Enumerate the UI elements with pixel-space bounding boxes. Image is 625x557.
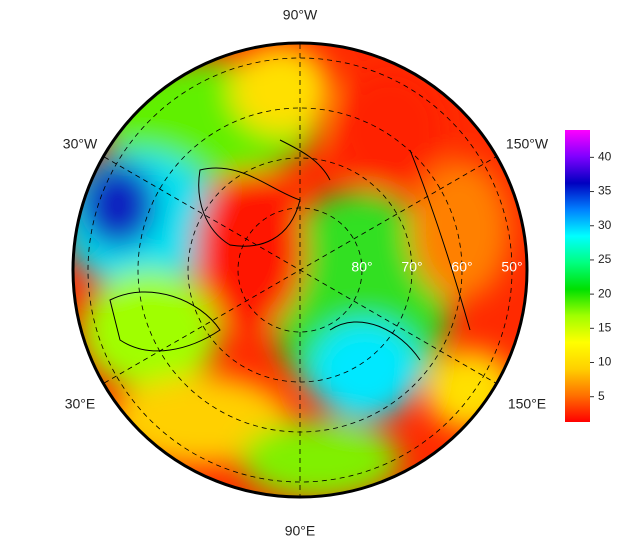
longitude-label: 90°W xyxy=(283,7,318,23)
latitude-label: 80° xyxy=(351,259,372,275)
colorbar-tick-label: 30 xyxy=(598,218,612,232)
colorbar-tick-label: 40 xyxy=(598,150,612,164)
colorbar-tick-label: 25 xyxy=(598,252,612,266)
latitude-label: 50° xyxy=(501,259,522,275)
meridian xyxy=(104,156,496,384)
colorbar-tick-label: 5 xyxy=(598,389,605,403)
parallel xyxy=(237,207,363,333)
longitude-label: 150°W xyxy=(506,136,549,152)
map-border xyxy=(71,41,529,499)
longitude-label: 30°W xyxy=(63,136,98,152)
latitude-label: 70° xyxy=(401,259,422,275)
colorbar-tick-label: 15 xyxy=(598,320,612,334)
graticule xyxy=(87,44,513,496)
longitude-label: 90°E xyxy=(285,523,316,539)
longitude-label: 150°E xyxy=(508,396,546,412)
parallel xyxy=(187,157,413,383)
latitude-label: 60° xyxy=(451,259,472,275)
colorbar xyxy=(565,130,590,422)
parallel xyxy=(87,57,513,483)
colorbar-tick-label: 10 xyxy=(598,355,612,369)
parallel xyxy=(137,107,463,433)
colorbar-tick-label: 20 xyxy=(598,286,612,300)
colorbar-tick-label: 35 xyxy=(598,184,612,198)
longitude-label: 30°E xyxy=(65,396,96,412)
